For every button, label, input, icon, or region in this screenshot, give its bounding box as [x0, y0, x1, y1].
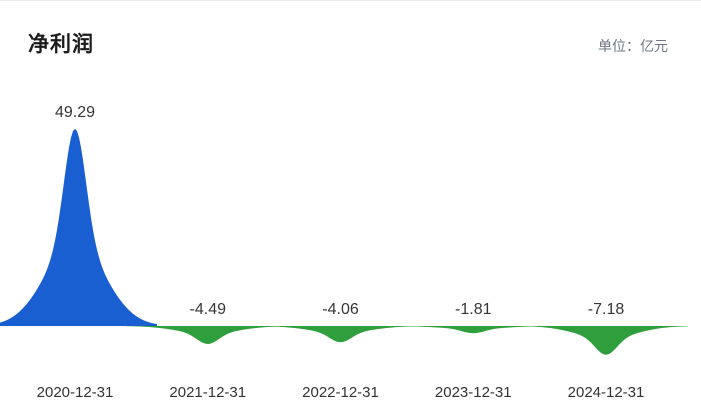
- data-point-shape-2022-12-31[interactable]: [258, 326, 423, 343]
- chart-title: 净利润: [28, 33, 94, 56]
- data-point-shape-2021-12-31[interactable]: [125, 326, 290, 344]
- x-axis-label-2022-12-31: 2022-12-31: [302, 384, 379, 401]
- x-axis-label-2020-12-31: 2020-12-31: [36, 384, 114, 401]
- data-point-shape-2024-12-31[interactable]: [524, 326, 688, 355]
- value-label-2024-12-31: -7.18: [587, 301, 625, 318]
- data-point-shape-2020-12-31[interactable]: [0, 128, 157, 326]
- unit-label: 单位：亿元: [598, 38, 668, 54]
- value-label-2023-12-31: -1.81: [455, 301, 492, 318]
- x-axis-label-2023-12-31: 2023-12-31: [434, 384, 512, 401]
- data-point-shape-2023-12-31[interactable]: [391, 326, 556, 334]
- x-axis-label-2021-12-31: 2021-12-31: [169, 384, 247, 401]
- value-label-2021-12-31: -4.49: [189, 301, 226, 318]
- value-label-2020-12-31: 49.29: [54, 103, 96, 121]
- x-axis-label-2024-12-31: 2024-12-31: [567, 384, 645, 401]
- chart-header: 净利润 单位：亿元: [0, 1, 701, 71]
- value-label-2022-12-31: -4.06: [322, 301, 359, 318]
